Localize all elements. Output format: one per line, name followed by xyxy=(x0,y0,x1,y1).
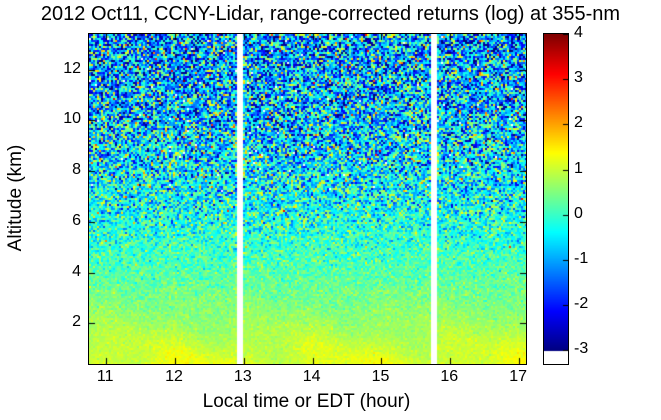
y-tick-label: 2 xyxy=(72,313,81,331)
y-axis-tick-labels: 2 4 6 8 10 12 xyxy=(0,33,81,363)
x-tick-label: 17 xyxy=(509,368,528,385)
x-tick-label: 15 xyxy=(371,368,390,385)
chart-title: 2012 Oct11, CCNY-Lidar, range-corrected … xyxy=(40,3,621,25)
colorbar-tick-label: -1 xyxy=(574,250,589,268)
x-tick-label: 13 xyxy=(233,368,252,385)
y-tick-label: 8 xyxy=(72,161,81,179)
y-tick-label: 12 xyxy=(63,59,81,77)
colorbar-tick-label: 2 xyxy=(574,114,583,132)
y-tick-label: 4 xyxy=(72,262,81,280)
x-axis-tick-labels: 11 12 13 14 15 16 17 xyxy=(88,368,528,388)
colorbar-tick-label: 0 xyxy=(574,204,583,222)
colorbar-tick-label: 4 xyxy=(574,24,583,41)
colorbar xyxy=(543,33,569,365)
x-axis-label: Local time or EDT (hour) xyxy=(202,391,411,412)
colorbar-tick-label: -3 xyxy=(574,340,589,358)
x-tick-label: 12 xyxy=(165,368,183,385)
colorbar-tick-label: 1 xyxy=(574,159,583,177)
y-tick-label: 6 xyxy=(72,211,81,229)
x-tick-label: 11 xyxy=(96,368,114,385)
colorbar-tick-label: 3 xyxy=(574,69,583,87)
x-tick-label: 16 xyxy=(440,368,459,385)
x-tick-label: 14 xyxy=(302,368,321,385)
colorbar-tick-labels: 4 3 2 1 0 -1 -2 -3 xyxy=(574,24,634,363)
heatmap-canvas xyxy=(88,33,527,365)
colorbar-tick-label: -2 xyxy=(574,295,589,313)
y-tick-label: 10 xyxy=(63,110,81,128)
